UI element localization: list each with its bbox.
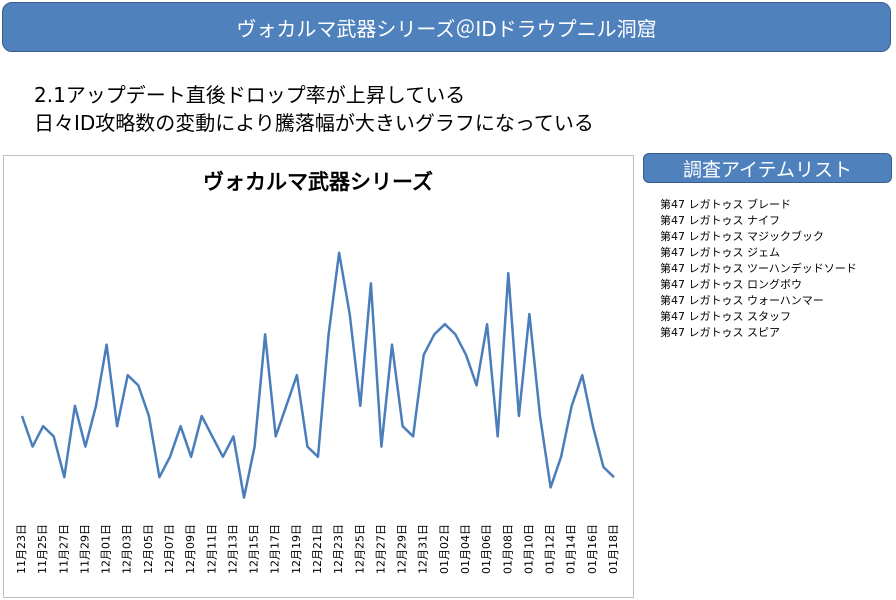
x-tick-label: 12月21日 <box>311 524 324 574</box>
x-tick-label: 01月08日 <box>501 524 514 574</box>
x-tick-label: 12月31日 <box>417 524 430 574</box>
x-tick-label: 12月27日 <box>374 524 387 574</box>
data-line <box>20 251 615 499</box>
x-tick-label: 01月04日 <box>459 524 472 574</box>
item-list: 第47 レガトゥス ブレード 第47 レガトゥス ナイフ第47 レガトゥス マジッ… <box>660 197 857 341</box>
x-tick-label: 12月19日 <box>290 524 303 574</box>
x-tick-label: 12月07日 <box>163 524 176 574</box>
item: 第47 レガトゥス ウォーハンマー <box>660 294 824 307</box>
x-tick-label: 11月27日 <box>57 524 70 574</box>
x-tick-label: 12月15日 <box>248 524 261 574</box>
x-tick-label: 01月16日 <box>586 524 599 574</box>
x-tick-label: 11月23日 <box>15 524 28 574</box>
x-tick-label: 12月09日 <box>184 524 197 574</box>
x-tick-label: 12月13日 <box>226 524 239 574</box>
x-tick-label: 12月01日 <box>100 524 113 574</box>
x-tick-label: 01月18日 <box>607 524 620 574</box>
item: 第47 レガトゥス マジックブック <box>660 230 824 243</box>
x-tick-label: 12月23日 <box>332 524 345 574</box>
item: 第47 レガトゥス スタッフ <box>660 310 791 323</box>
x-tick-label: 01月06日 <box>480 524 493 574</box>
note: 2.1アップデート直後ドロップ率が上昇している <box>34 83 466 107</box>
x-tick-label: 11月25日 <box>36 524 49 574</box>
x-tick-label: 12月05日 <box>142 524 155 574</box>
item: 第47 レガトゥス スピア <box>660 326 780 339</box>
x-tick-label: 01月14日 <box>565 524 578 574</box>
chart: ヴォカルマ武器シリーズ 11月23日 11月25日 11月27日 11月29日 12月0… <box>3 155 634 598</box>
sidebar-title: 調査アイテムリスト <box>643 153 892 183</box>
x-tick-label: 12月25日 <box>353 524 366 574</box>
note: 日々ID攻略数の変動により騰落幅が大きいグラフになっている <box>34 111 594 135</box>
x-tick-label: 01月12日 <box>544 524 557 574</box>
x-tick-label: 12月29日 <box>396 524 409 574</box>
chart-frame <box>3 155 634 598</box>
x-tick-label: 12月11日 <box>205 524 218 574</box>
x-tick-label: 12月17日 <box>269 524 282 574</box>
item: 第47 レガトゥス ロングボウ <box>660 278 802 291</box>
item: 第47 レガトゥス ジェム <box>660 246 780 259</box>
x-tick-label: 12月03日 <box>121 524 134 574</box>
x-tick-label: 11月29日 <box>78 524 91 574</box>
item: 第47 レガトゥス ブレード <box>660 198 791 211</box>
header-title: ヴォカルマ武器シリーズ＠IDドラウプニル洞窟 <box>2 2 891 52</box>
chart-title: ヴォカルマ武器シリーズ <box>203 170 433 194</box>
x-tick-label: 01月10日 <box>522 524 535 574</box>
item: 第47 レガトゥス ツーハンデッドソード <box>660 262 857 275</box>
item: 第47 レガトゥス ナイフ <box>660 214 780 227</box>
x-tick-label: 01月02日 <box>438 524 451 574</box>
